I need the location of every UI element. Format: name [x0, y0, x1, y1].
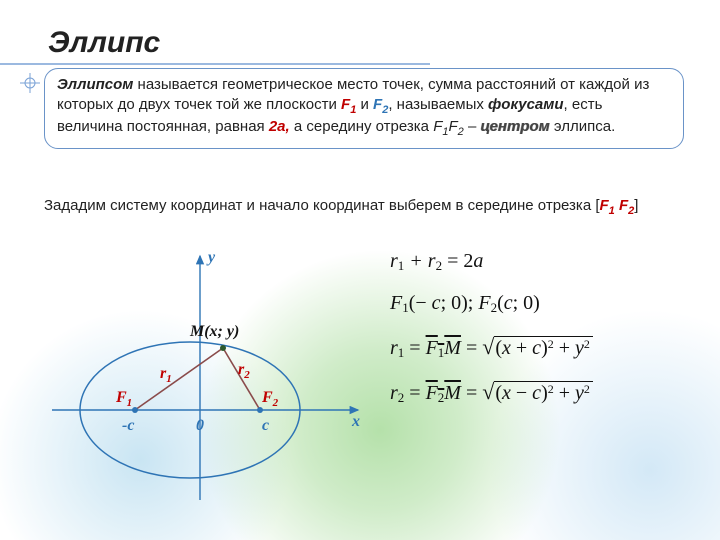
definition-box: Эллипсом называется геометрическое место… [44, 68, 684, 149]
coord-text: Зададим систему координат и начало коорд… [44, 196, 684, 219]
point-f1 [132, 407, 138, 413]
point-m [220, 345, 226, 351]
coord-f2: F2 [619, 197, 634, 214]
line-r1 [135, 348, 223, 410]
formula-foci: F1(− c; 0); F2(c; 0) [390, 292, 710, 316]
label-zero: 0 [196, 417, 204, 434]
label-c: c [262, 417, 269, 434]
page-title: Эллипс [48, 26, 160, 60]
formula-sum: r1 + r2 = 2a [390, 250, 710, 274]
label-f1: F1 [115, 389, 132, 409]
def-foci: фокусами [488, 96, 564, 113]
def-and: и [356, 96, 373, 113]
def-seg: F1F2 [433, 118, 464, 135]
formulas-block: r1 + r2 = 2a F1(− c; 0); F2(c; 0) r1 = F… [390, 250, 710, 424]
def-dash: – [464, 118, 481, 135]
point-f2 [257, 407, 263, 413]
def-center: центром [480, 118, 549, 135]
def-f2: F2 [373, 96, 388, 113]
label-x: x [351, 413, 360, 430]
ellipse-diagram: y x M(x; y) r1 r2 F1 F2 -c 0 c [40, 240, 370, 520]
def-t4: а середину отрезка [290, 118, 433, 135]
def-f1: F1 [341, 96, 356, 113]
def-t2: , называемых [388, 96, 488, 113]
term-ellipse: Эллипсом [57, 76, 133, 93]
coord-f1: F1 [600, 197, 615, 214]
label-r2: r2 [238, 361, 250, 381]
def-2a: 2a, [269, 118, 290, 135]
formula-r2: r2 = F2M = (x − c)2 + y2 [390, 379, 710, 406]
formula-r1: r1 = F1M = (x + c)2 + y2 [390, 334, 710, 361]
label-neg-c: -c [122, 417, 134, 434]
line-r2 [223, 348, 260, 410]
label-f2: F2 [261, 389, 279, 409]
label-y: y [206, 249, 216, 266]
coord-line: Зададим систему координат и начало коорд… [44, 197, 600, 214]
label-r1: r1 [160, 365, 172, 385]
target-icon [20, 73, 40, 93]
coord-end: ] [634, 197, 638, 214]
label-m: M(x; y) [189, 323, 239, 340]
def-t5: эллипса. [550, 118, 616, 135]
